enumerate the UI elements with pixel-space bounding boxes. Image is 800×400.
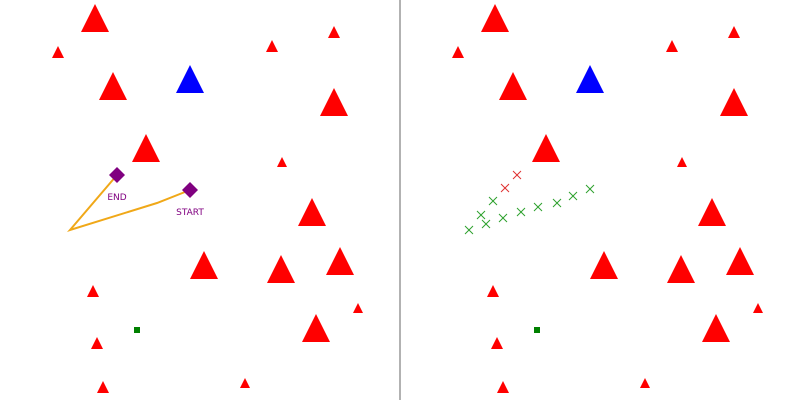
end-diamond-icon bbox=[109, 167, 125, 183]
obstacle-triangle-icon bbox=[698, 198, 726, 226]
obstacle-triangle-icon bbox=[190, 251, 218, 279]
obstacle-triangle-icon bbox=[720, 88, 748, 116]
agent-triangle-icon bbox=[576, 65, 604, 93]
obstacle-triangle-icon bbox=[753, 303, 763, 313]
obstacle-triangle-icon bbox=[81, 4, 109, 32]
obstacle-triangle-icon bbox=[452, 46, 464, 58]
obstacle-triangle-icon bbox=[499, 72, 527, 100]
green-square-icon bbox=[134, 327, 140, 333]
left-panel bbox=[52, 4, 363, 393]
x-mark-icon bbox=[481, 219, 491, 229]
obstacle-triangle-icon bbox=[726, 247, 754, 275]
obstacle-triangle-icon bbox=[302, 314, 330, 342]
obstacle-triangle-icon bbox=[481, 4, 509, 32]
obstacle-triangle-icon bbox=[277, 157, 287, 167]
obstacle-triangle-icon bbox=[97, 381, 109, 393]
start-label: START bbox=[176, 208, 204, 218]
right-panel bbox=[452, 4, 763, 393]
obstacle-triangle-icon bbox=[532, 134, 560, 162]
end-label: END bbox=[107, 193, 126, 203]
obstacle-triangle-icon bbox=[677, 157, 687, 167]
x-mark-icon bbox=[568, 191, 578, 201]
obstacle-triangle-icon bbox=[702, 314, 730, 342]
obstacle-triangle-icon bbox=[491, 337, 503, 349]
obstacle-triangle-icon bbox=[666, 40, 678, 52]
obstacle-triangle-icon bbox=[52, 46, 64, 58]
obstacle-triangle-icon bbox=[590, 251, 618, 279]
obstacle-triangle-icon bbox=[353, 303, 363, 313]
x-mark-icon bbox=[533, 202, 543, 212]
x-mark-icon bbox=[552, 198, 562, 208]
x-mark-icon bbox=[476, 210, 486, 220]
x-mark-icon bbox=[488, 196, 498, 206]
x-mark-icon bbox=[516, 207, 526, 217]
obstacle-triangle-icon bbox=[497, 381, 509, 393]
obstacle-triangle-icon bbox=[91, 337, 103, 349]
obstacle-triangle-icon bbox=[667, 255, 695, 283]
start-diamond-icon bbox=[182, 182, 198, 198]
obstacle-triangle-icon bbox=[326, 247, 354, 275]
obstacle-triangle-icon bbox=[320, 88, 348, 116]
obstacle-triangle-icon bbox=[640, 378, 650, 388]
x-mark-icon bbox=[464, 225, 474, 235]
obstacle-triangle-icon bbox=[87, 285, 99, 297]
obstacle-triangle-icon bbox=[298, 198, 326, 226]
x-mark-icon bbox=[498, 213, 508, 223]
obstacle-triangle-icon bbox=[728, 26, 740, 38]
obstacle-triangle-icon bbox=[132, 134, 160, 162]
obstacle-triangle-icon bbox=[266, 40, 278, 52]
green-square-icon bbox=[534, 327, 540, 333]
x-mark-icon bbox=[512, 170, 522, 180]
obstacle-triangle-icon bbox=[328, 26, 340, 38]
x-mark-icon bbox=[500, 183, 510, 193]
obstacle-triangle-icon bbox=[267, 255, 295, 283]
trail-marks bbox=[464, 170, 595, 235]
planned-path bbox=[66, 174, 191, 232]
x-mark-icon bbox=[585, 184, 595, 194]
obstacle-triangle-icon bbox=[240, 378, 250, 388]
agent-triangle-icon bbox=[176, 65, 204, 93]
obstacle-triangle-icon bbox=[99, 72, 127, 100]
obstacle-triangle-icon bbox=[487, 285, 499, 297]
